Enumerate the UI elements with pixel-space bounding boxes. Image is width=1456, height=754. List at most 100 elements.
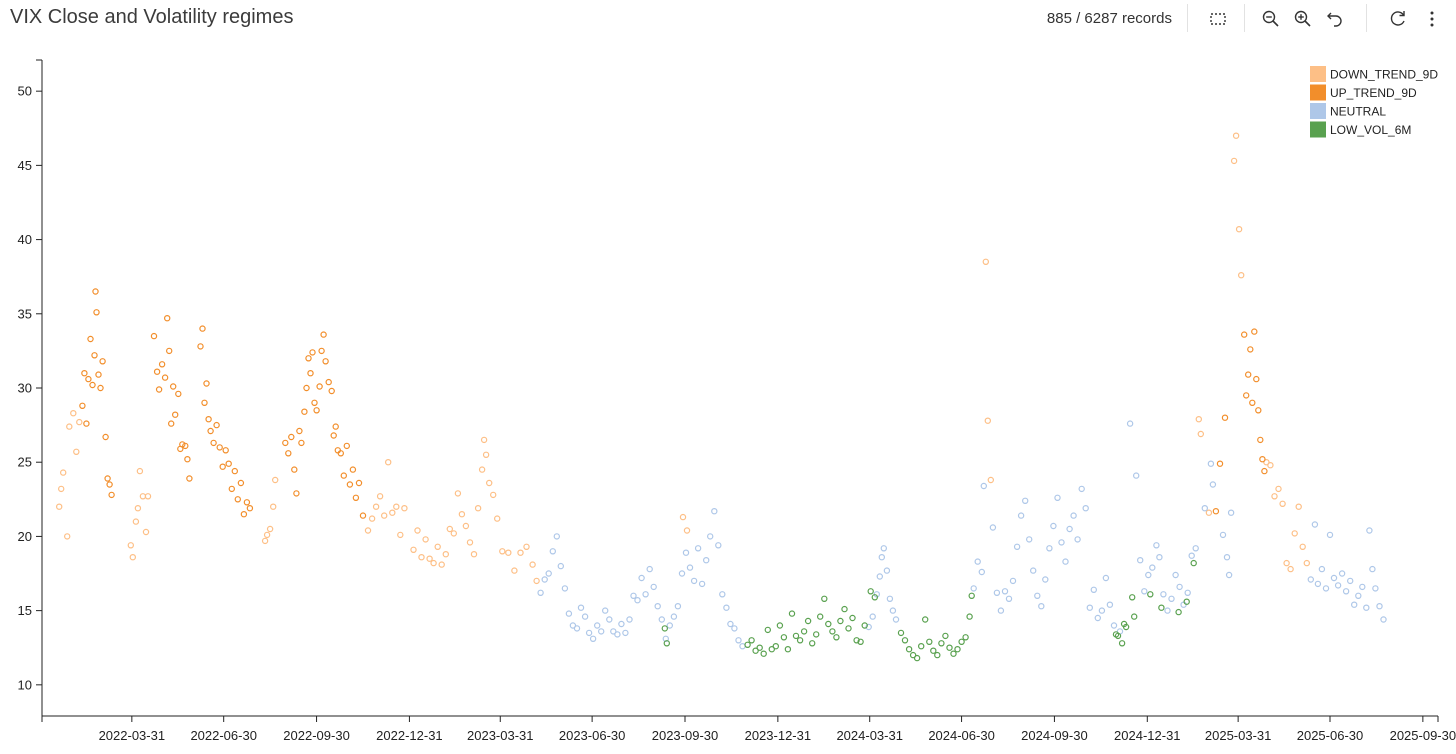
- more-icon[interactable]: [1419, 6, 1445, 32]
- data-point: [845, 625, 852, 632]
- data-point: [1311, 521, 1319, 528]
- data-point: [58, 485, 65, 493]
- data-point: [340, 472, 347, 479]
- data-point: [393, 503, 400, 510]
- data-point: [942, 632, 949, 640]
- data-point: [1158, 604, 1165, 611]
- data-point: [102, 433, 109, 441]
- data-point: [85, 375, 92, 383]
- data-point: [89, 381, 96, 389]
- data-point: [1009, 577, 1017, 585]
- data-point: [298, 439, 305, 447]
- data-point: [723, 604, 730, 611]
- data-point: [372, 503, 380, 510]
- data-point: [153, 368, 161, 375]
- data-point: [263, 531, 271, 539]
- data-point: [541, 576, 548, 583]
- data-point: [175, 390, 182, 398]
- data-point: [466, 539, 474, 546]
- data-point: [968, 592, 975, 600]
- data-point: [129, 554, 136, 561]
- data-point: [270, 503, 277, 510]
- data-point: [1307, 576, 1315, 583]
- select-rect-icon[interactable]: [1205, 6, 1231, 32]
- data-point: [490, 491, 497, 499]
- data-point: [261, 537, 269, 545]
- data-point: [918, 643, 925, 650]
- data-point: [1132, 472, 1140, 479]
- data-point: [511, 567, 518, 574]
- data-point: [70, 410, 77, 417]
- data-point: [480, 436, 488, 444]
- x-tick-label: 2024-12-31: [1114, 728, 1181, 743]
- data-point: [127, 542, 134, 549]
- data-point: [954, 646, 961, 653]
- data-point: [817, 613, 824, 620]
- data-point: [478, 466, 486, 473]
- data-point: [707, 533, 714, 540]
- data-point: [1034, 592, 1041, 600]
- data-point: [889, 607, 897, 614]
- zoom-out-icon[interactable]: [1258, 6, 1284, 32]
- data-point: [993, 589, 1001, 597]
- data-point: [1090, 586, 1098, 594]
- data-point: [682, 549, 690, 556]
- data-point: [1219, 531, 1227, 539]
- data-point: [622, 629, 629, 637]
- chart-title: VIX Close and Volatility regimes: [10, 6, 294, 28]
- data-point: [1372, 585, 1379, 592]
- data-point: [1058, 539, 1065, 546]
- data-point: [99, 358, 106, 365]
- data-point: [150, 332, 158, 340]
- data-point: [618, 620, 625, 628]
- data-point: [346, 481, 354, 488]
- data-point: [646, 565, 653, 573]
- data-point: [1078, 485, 1085, 493]
- refresh-icon[interactable]: [1385, 6, 1411, 32]
- data-point: [352, 494, 360, 501]
- data-point: [614, 631, 621, 638]
- toolbar-divider: [1244, 4, 1245, 32]
- data-point: [905, 646, 913, 653]
- zoom-in-icon[interactable]: [1290, 6, 1316, 32]
- data-point: [332, 423, 339, 430]
- data-point: [222, 447, 229, 454]
- data-point: [1005, 595, 1013, 603]
- data-point: [87, 335, 94, 343]
- data-point: [1283, 559, 1290, 567]
- data-point: [1257, 436, 1264, 444]
- data-point: [60, 469, 67, 476]
- data-point: [997, 607, 1005, 614]
- data-point: [1192, 545, 1199, 552]
- data-point: [246, 505, 254, 512]
- scatter-chart[interactable]: 10 15 20 25 30 35 40 45 50 2022-03-31 2022-06-30 20…: [0, 40, 1456, 754]
- data-point: [1227, 509, 1235, 516]
- data-point: [585, 629, 593, 637]
- data-point: [756, 644, 763, 651]
- data-point: [1237, 271, 1245, 279]
- data-point: [231, 467, 238, 475]
- series-down-trend-9d: [56, 132, 1311, 585]
- data-point: [1054, 494, 1061, 501]
- data-point: [934, 651, 941, 659]
- x-tick-label: 2022-03-31: [99, 728, 166, 743]
- data-point: [1114, 632, 1122, 640]
- legend-label: UP_TREND_9D: [1330, 86, 1417, 100]
- data-point: [1223, 554, 1231, 561]
- data-point: [683, 527, 691, 534]
- data-point: [892, 616, 900, 623]
- data-point: [809, 640, 816, 647]
- data-point: [293, 490, 300, 497]
- data-point: [1322, 585, 1330, 592]
- data-point: [1190, 559, 1197, 567]
- data-point: [913, 654, 921, 662]
- data-point: [876, 573, 884, 580]
- data-point: [1295, 503, 1302, 510]
- data-point: [610, 628, 617, 635]
- data-point: [1330, 574, 1338, 582]
- data-point: [950, 650, 957, 657]
- data-point: [458, 511, 466, 518]
- legend-swatch: [1310, 103, 1326, 119]
- undo-icon[interactable]: [1322, 6, 1348, 32]
- data-point: [686, 564, 694, 571]
